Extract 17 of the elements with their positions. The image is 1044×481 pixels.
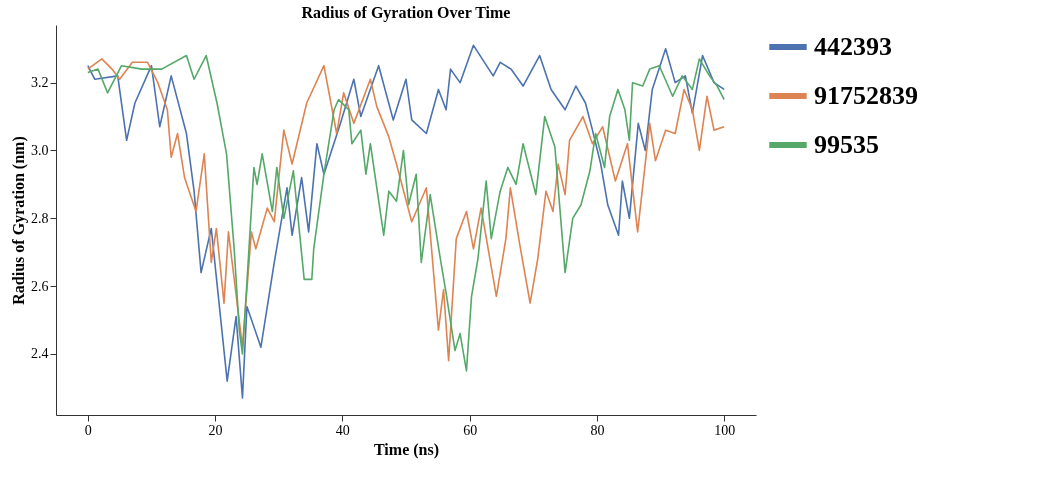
x-tick-label: 100 <box>714 422 736 438</box>
y-axis-title: Radius of Gyration (nm) <box>10 136 28 305</box>
x-tick-label: 60 <box>463 422 478 438</box>
legend-label: 99535 <box>814 130 879 159</box>
x-tick-label: 40 <box>335 422 350 438</box>
y-tick-label: 2.8 <box>31 210 49 226</box>
x-tick-label: 0 <box>84 422 92 438</box>
legend-label: 91752839 <box>814 81 918 110</box>
y-tick-label: 3.0 <box>31 142 49 158</box>
legend-label: 442393 <box>814 32 892 61</box>
chart-title: Radius of Gyration Over Time <box>301 4 511 22</box>
y-tick-label: 2.6 <box>31 278 49 294</box>
x-tick-label: 20 <box>208 422 223 438</box>
y-tick-label: 2.4 <box>31 346 49 362</box>
y-tick-label: 3.2 <box>31 75 49 91</box>
x-tick-label: 80 <box>590 422 605 438</box>
x-axis-title: Time (ns) <box>373 440 440 459</box>
